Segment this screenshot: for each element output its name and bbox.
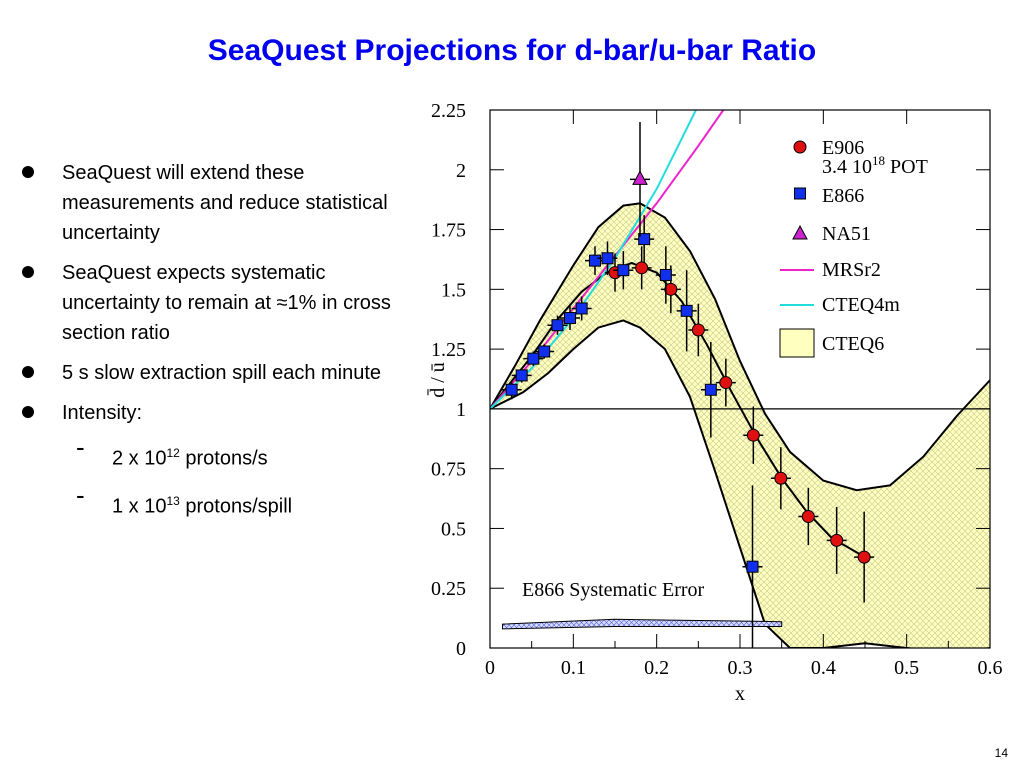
e906-point bbox=[774, 471, 788, 485]
legend-cteq4m-label: CTEQ4m bbox=[822, 294, 900, 316]
y-tick-label: 0 bbox=[456, 638, 466, 660]
e906-point bbox=[719, 376, 733, 390]
e906-point bbox=[830, 533, 844, 547]
e906-point bbox=[664, 282, 678, 296]
e866-point bbox=[505, 383, 518, 396]
slide-title: SeaQuest Projections for d-bar/u-bar Rat… bbox=[207, 34, 817, 67]
e866-point bbox=[575, 302, 588, 315]
e866-point bbox=[659, 268, 672, 281]
cteq6-upper-curve bbox=[490, 202, 990, 492]
legend-na51-marker bbox=[792, 224, 808, 240]
bullet-item: 5 s slow extraction spill each minute bbox=[22, 358, 392, 388]
y-tick-label: 0.25 bbox=[431, 578, 466, 600]
e906-point bbox=[857, 550, 871, 564]
bullet-text: SeaQuest will extend these measurements … bbox=[62, 162, 388, 244]
legend-e866-marker bbox=[794, 187, 806, 200]
bullet-text: Intensity: bbox=[62, 402, 143, 424]
e866-point bbox=[515, 369, 528, 382]
sub-bullet-exponent: 12 bbox=[166, 446, 180, 460]
x-tick-label: 0.3 bbox=[728, 657, 753, 679]
legend-e906-marker bbox=[793, 140, 807, 154]
systematic-error-annotation: E866 Systematic Error bbox=[522, 579, 705, 601]
legend-e866-label: E866 bbox=[822, 185, 864, 207]
ratio-chart: 0 0.1 0.2 0.3 0.4 0.5 0.6 0 0.25 0.5 0.75 1 1.25 1.5 1… bbox=[426, 100, 1003, 705]
e866-point bbox=[617, 264, 630, 277]
cteq6-central-curve bbox=[490, 261, 866, 558]
dash-icon: - bbox=[76, 432, 85, 462]
x-tick-label: 0.2 bbox=[644, 657, 669, 679]
bullet-dot-icon bbox=[22, 166, 34, 178]
y-tick-label: 2 bbox=[456, 160, 466, 182]
x-tick-label: 0.5 bbox=[894, 657, 919, 679]
dash-icon: - bbox=[76, 479, 85, 510]
x-tick-label: 0.4 bbox=[811, 657, 836, 679]
e906-point bbox=[746, 428, 760, 442]
e906-point bbox=[691, 323, 705, 337]
page-number: 14 bbox=[994, 746, 1008, 760]
bullet-dot-icon bbox=[22, 366, 34, 378]
sub-bullet-base: 1 x 10 bbox=[112, 495, 167, 518]
sub-bullet-exponent: 13 bbox=[166, 493, 180, 508]
legend-e906-pot: 3.4 1018 POT bbox=[822, 153, 928, 178]
e866-point bbox=[601, 252, 614, 265]
sub-bullet-item: - 2 x 1012 protons/s bbox=[22, 432, 392, 474]
na51-point bbox=[632, 170, 648, 185]
y-tick-label: 1 bbox=[456, 399, 466, 421]
e866-point bbox=[680, 304, 693, 317]
legend-e906-label: E906 bbox=[822, 137, 864, 159]
bullet-dot-icon bbox=[22, 406, 34, 418]
e906-point bbox=[635, 261, 649, 275]
e866-point bbox=[746, 560, 759, 573]
e866-point bbox=[551, 319, 564, 332]
bullet-list: SeaQuest will extend these measurements … bbox=[22, 158, 392, 533]
legend-mrsr2-label: MRSr2 bbox=[822, 259, 881, 281]
y-tick-label: 0.5 bbox=[441, 518, 466, 540]
e866-point bbox=[538, 345, 551, 358]
bullet-item: SeaQuest will extend these measurements … bbox=[22, 158, 392, 248]
sub-bullet-rest: protons/spill bbox=[179, 495, 293, 518]
e866-point bbox=[638, 233, 651, 246]
sub-bullet-rest: protons/s bbox=[179, 447, 268, 470]
bullet-text: 5 s slow extraction spill each minute bbox=[62, 362, 382, 384]
legend-na51-label: NA51 bbox=[822, 223, 871, 245]
e866-point bbox=[527, 352, 540, 365]
y-tick-label: 2.25 bbox=[431, 100, 466, 122]
x-tick-label: 0.1 bbox=[561, 657, 586, 679]
y-tick-label: 0.75 bbox=[431, 459, 466, 481]
systematic-error-band bbox=[502, 618, 783, 630]
y-tick-label: 1.75 bbox=[431, 220, 466, 242]
y-axis-label: d̄ / ū bbox=[426, 362, 449, 398]
x-tick-label: 0.6 bbox=[978, 657, 1003, 679]
e866-point bbox=[589, 254, 601, 267]
legend-cteq6-swatch bbox=[779, 328, 815, 358]
sub-bullet-item: - 1 x 1013 protons/spill bbox=[22, 480, 392, 522]
x-tick-label: 0 bbox=[485, 657, 495, 679]
e906-point bbox=[801, 509, 815, 523]
e866-point bbox=[564, 312, 576, 325]
y-tick-label: 1.5 bbox=[441, 279, 466, 301]
bullet-dot-icon bbox=[22, 266, 34, 278]
y-tick-label: 1.25 bbox=[431, 339, 466, 361]
e866-point bbox=[704, 383, 717, 396]
sub-bullet-base: 2 x 10 bbox=[112, 447, 167, 470]
bullet-text: SeaQuest expects systematic uncertainty … bbox=[62, 262, 391, 344]
legend-cteq6-label: CTEQ6 bbox=[822, 333, 884, 355]
x-axis-label: x bbox=[735, 683, 745, 705]
bullet-item: SeaQuest expects systematic uncertainty … bbox=[22, 258, 392, 348]
cteq6-band bbox=[490, 203, 990, 648]
cteq6-lower-curve bbox=[490, 319, 990, 648]
bullet-item: Intensity: bbox=[22, 398, 392, 428]
